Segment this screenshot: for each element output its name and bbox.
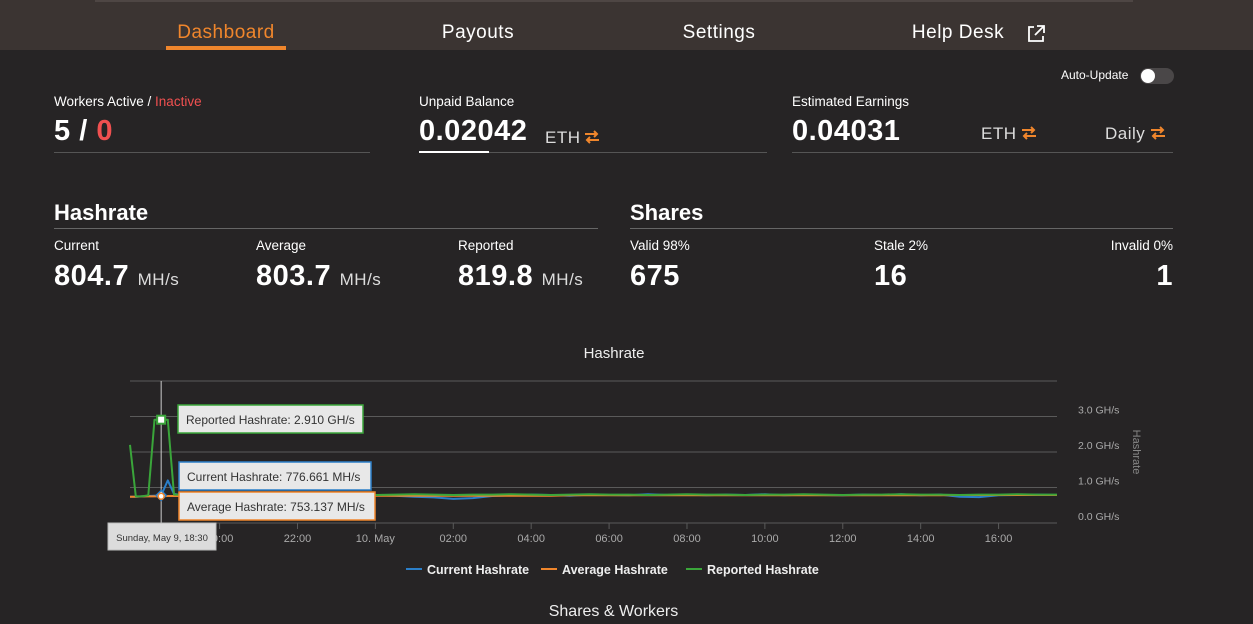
tooltip-date-box xyxy=(107,522,217,551)
hashrate-value: 804.7 MH/s xyxy=(54,260,179,293)
y-tick-label: 1.0 GH/s xyxy=(1078,476,1119,488)
y-tick-label: 3.0 GH/s xyxy=(1078,405,1119,417)
top-line xyxy=(95,0,1133,2)
workers-separator: / xyxy=(79,115,88,147)
tooltip-date: Sunday, May 9, 18:30 xyxy=(116,533,208,544)
hashrate-unit: MH/s xyxy=(137,270,180,289)
hashrate-number: 819.8 xyxy=(458,260,534,292)
nav-help-desk[interactable]: Help Desk xyxy=(911,22,1005,43)
x-tick-label: 02:00 xyxy=(440,533,468,545)
nav-active-underline xyxy=(166,46,286,50)
x-tick-label: 08:00 xyxy=(673,533,701,545)
unpaid-rule xyxy=(419,152,767,153)
shares-label: Invalid 0% xyxy=(1110,238,1173,253)
tooltip-box xyxy=(178,491,376,521)
hashrate-label: Reported xyxy=(458,238,514,253)
workers-value: 5 / 0 xyxy=(54,115,113,148)
earnings-unit[interactable]: ETH xyxy=(981,124,1017,143)
auto-update-toggle[interactable] xyxy=(1138,66,1176,86)
hashrate-unit: MH/s xyxy=(541,270,584,289)
earnings-label: Estimated Earnings xyxy=(792,94,910,109)
hashrate-label: Average xyxy=(256,238,307,253)
hashrate-value: 803.7 MH/s xyxy=(256,260,381,293)
workers-rule xyxy=(54,152,370,153)
point-marker xyxy=(156,414,167,425)
shares-title: Shares xyxy=(630,200,704,225)
top-bar xyxy=(0,0,1253,50)
shares-label: Valid 98% xyxy=(630,238,690,253)
hashrate-value: 819.8 MH/s xyxy=(458,260,583,293)
tooltip-text: Average Hashrate: 753.137 MH/s xyxy=(187,500,365,514)
y-axis-label: Hashrate xyxy=(1130,430,1142,475)
x-tick-label: 14:00 xyxy=(907,533,935,545)
swap-icon[interactable] xyxy=(1021,125,1037,141)
shares-value: 675 xyxy=(630,260,680,292)
tooltip-box xyxy=(177,404,364,434)
x-tick-label: 10. May xyxy=(356,533,396,545)
workers-inactive: 0 xyxy=(96,115,113,147)
earnings-rule xyxy=(792,152,1173,153)
x-tick-label: 06:00 xyxy=(595,533,623,545)
y-tick-label: 2.0 GH/s xyxy=(1078,440,1119,452)
nav-settings[interactable]: Settings xyxy=(682,22,756,43)
chart-title: Hashrate xyxy=(584,345,645,362)
hashrate-number: 804.7 xyxy=(54,260,130,292)
y-tick-label: 0.0 GH/s xyxy=(1078,511,1119,523)
legend-label[interactable]: Current Hashrate xyxy=(427,563,529,577)
hashrate-unit: MH/s xyxy=(339,270,382,289)
nav-dashboard[interactable]: Dashboard xyxy=(177,22,275,43)
workers-label: Workers Active / Inactive xyxy=(54,94,202,109)
section-heading: Shares & Workers xyxy=(548,603,679,620)
nav-payouts[interactable]: Payouts xyxy=(441,22,515,43)
shares-value: 16 xyxy=(874,260,908,292)
workers-active: 5 xyxy=(54,115,71,147)
workers-active-label: Workers Active / xyxy=(54,94,152,109)
legend-label[interactable]: Reported Hashrate xyxy=(707,563,819,577)
auto-update-label: Auto-Update xyxy=(1061,68,1129,82)
unpaid-progress xyxy=(419,151,489,153)
tooltip-box xyxy=(178,461,372,491)
workers-inactive-label: Inactive xyxy=(155,94,202,109)
shares-rule xyxy=(630,228,1173,229)
unpaid-label: Unpaid Balance xyxy=(419,94,515,109)
x-tick-label: 22:00 xyxy=(284,533,312,545)
hashrate-label: Current xyxy=(54,238,100,253)
hashrate-rule xyxy=(54,228,598,229)
shares-label: Stale 2% xyxy=(874,238,929,253)
earnings-period[interactable]: Daily xyxy=(1105,124,1146,143)
hashrate-title: Hashrate xyxy=(54,200,149,225)
x-tick-label: 04:00 xyxy=(517,533,545,545)
hashrate-number: 803.7 xyxy=(256,260,332,292)
external-link-icon xyxy=(1028,25,1045,42)
x-tick-label: 16:00 xyxy=(985,533,1013,545)
legend-label[interactable]: Average Hashrate xyxy=(562,563,668,577)
x-tick-label: 12:00 xyxy=(829,533,857,545)
shares-value: 1 xyxy=(1156,260,1173,292)
x-tick-label: 10:00 xyxy=(751,533,779,545)
tooltip-text: Current Hashrate: 776.661 MH/s xyxy=(187,470,360,484)
unpaid-value: 0.02042 xyxy=(419,115,528,147)
tooltip-text: Reported Hashrate: 2.910 GH/s xyxy=(186,413,355,427)
swap-icon[interactable] xyxy=(1150,125,1166,141)
swap-icon[interactable] xyxy=(584,129,600,145)
earnings-value: 0.04031 xyxy=(792,115,901,147)
point-marker xyxy=(157,492,165,501)
unpaid-unit[interactable]: ETH xyxy=(545,128,581,147)
